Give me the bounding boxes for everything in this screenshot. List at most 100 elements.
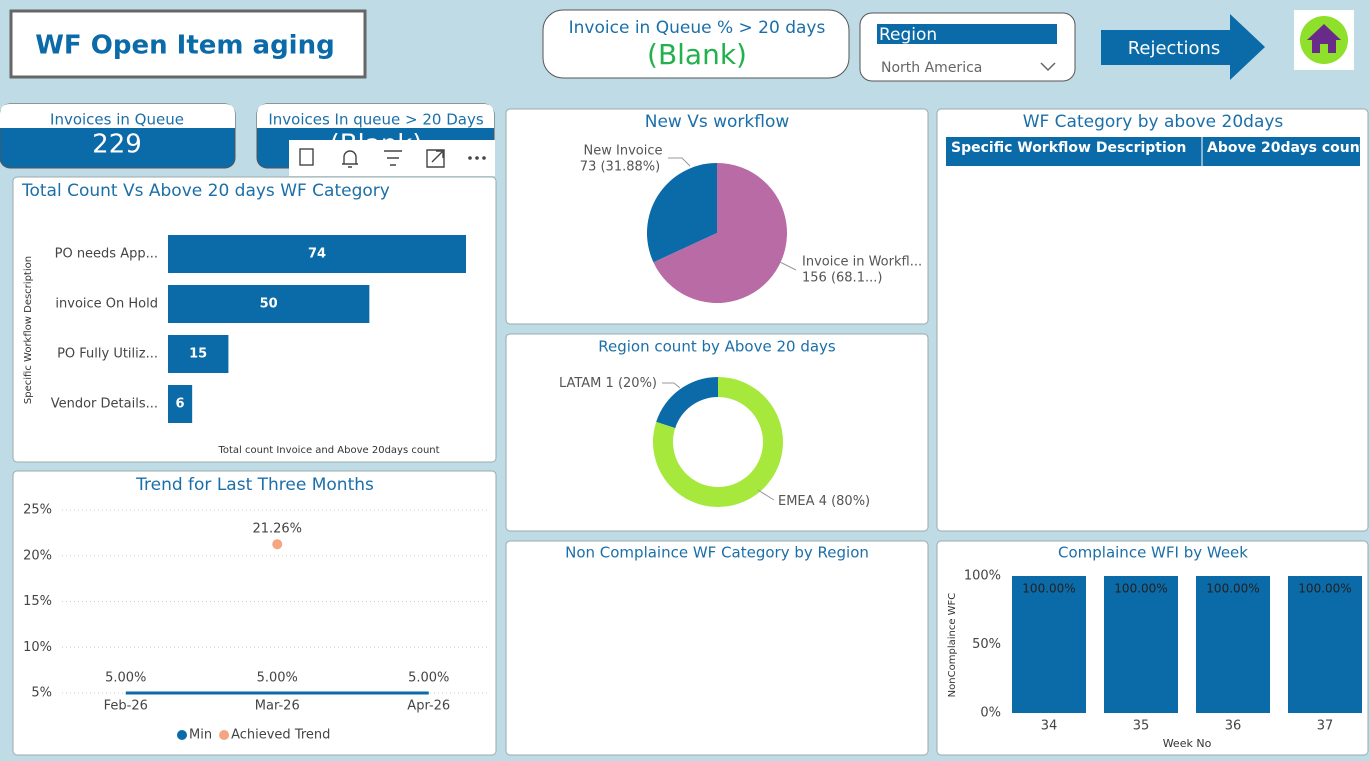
more-icon[interactable] xyxy=(475,156,479,160)
button-label[interactable]: Rejections xyxy=(1128,38,1221,59)
x-tick-label: 37 xyxy=(1317,719,1334,734)
data-label: 100.00% xyxy=(1022,582,1075,596)
card-title: Invoices In queue > 20 Days xyxy=(268,111,483,129)
y-axis-label: NonComplaince WFC xyxy=(947,593,958,698)
category-label: PO Fully Utiliz... xyxy=(57,347,158,362)
copy-icon[interactable] xyxy=(299,148,314,166)
panel xyxy=(12,470,497,756)
x-tick-label: Mar-26 xyxy=(255,699,300,714)
x-tick-label: 34 xyxy=(1041,719,1058,734)
slicer-value[interactable]: North America xyxy=(881,60,982,76)
more-icon[interactable] xyxy=(482,156,486,160)
legend-label: Min xyxy=(189,728,212,743)
bar xyxy=(168,385,193,423)
panel-title: Trend for Last Three Months xyxy=(135,475,374,495)
y-tick-label: 5% xyxy=(31,686,52,701)
column-header[interactable]: Specific Workflow Description xyxy=(951,140,1186,156)
x-axis-label: Week No xyxy=(1163,737,1212,750)
panel-title: Complaince WFI by Week xyxy=(1058,544,1248,562)
x-tick-label: 35 xyxy=(1133,719,1150,734)
leader-line xyxy=(662,382,681,389)
bar xyxy=(1104,576,1178,713)
alert-icon[interactable] xyxy=(342,150,358,168)
bar xyxy=(1288,576,1362,713)
x-tick-label: 36 xyxy=(1225,719,1242,734)
slice xyxy=(653,163,787,304)
leader-line xyxy=(757,489,775,501)
slice-label: EMEA 4 (80%) xyxy=(778,494,870,509)
slice-label: Invoice in Workfl... xyxy=(802,255,922,270)
y-axis-label: Specific Workflow Description xyxy=(23,256,34,404)
more-icon[interactable] xyxy=(468,156,472,160)
x-tick-label: Feb-26 xyxy=(104,699,148,714)
kpi-card xyxy=(542,9,850,79)
panel xyxy=(505,333,929,532)
data-label: 50 xyxy=(260,297,278,312)
data-label: 6 xyxy=(176,397,185,412)
data-label: 100.00% xyxy=(1298,582,1351,596)
leader-line xyxy=(668,157,691,167)
category: EMEA xyxy=(778,494,815,509)
panel xyxy=(505,540,929,756)
y-tick-label: 0% xyxy=(980,706,1001,721)
legend-marker xyxy=(177,730,187,740)
visual-toolbar xyxy=(289,140,495,176)
slice-label: LATAM 1 (20%) xyxy=(559,376,657,391)
home-icon xyxy=(1307,24,1341,53)
data-label: 5.00% xyxy=(105,671,146,686)
category-label: Vendor Details... xyxy=(51,397,158,412)
card-top xyxy=(257,104,494,128)
rejections-button[interactable] xyxy=(1101,14,1265,80)
slicer-label: Region xyxy=(879,25,937,45)
bar xyxy=(168,235,466,273)
legend-label: Achieved Trend xyxy=(231,728,330,743)
y-tick-label: 25% xyxy=(23,503,52,518)
y-tick-label: 50% xyxy=(972,637,1001,652)
data-label: 5.00% xyxy=(408,671,449,686)
panel-title: Total Count Vs Above 20 days WF Category xyxy=(21,181,390,201)
card-top xyxy=(0,104,235,128)
slice xyxy=(647,163,717,263)
y-tick-label: 10% xyxy=(23,640,52,655)
bar xyxy=(1196,576,1270,713)
slicer-header xyxy=(877,24,1057,44)
leader-line xyxy=(779,261,797,271)
title-box xyxy=(9,9,367,79)
data-label: 5.00% xyxy=(257,671,298,686)
data-label: 21.26% xyxy=(252,522,302,537)
panel-title: New Vs workflow xyxy=(645,112,790,132)
category-label: PO needs App... xyxy=(55,247,158,262)
bar xyxy=(168,285,370,323)
page-title: WF Open Item aging xyxy=(35,31,334,61)
chevron[interactable] xyxy=(1040,62,1056,72)
card-value: 229 xyxy=(92,130,142,160)
data-label: 74 xyxy=(308,247,326,262)
kpi-value: (Blank) xyxy=(647,38,747,71)
slice xyxy=(656,377,718,429)
data-label: 100.00% xyxy=(1114,582,1167,596)
bar xyxy=(1012,576,1086,713)
filter-icon[interactable] xyxy=(384,150,402,166)
x-tick-label: Apr-26 xyxy=(407,699,450,714)
point xyxy=(272,539,283,550)
category: LATAM xyxy=(559,376,601,391)
panel-title: Non Complaince WF Category by Region xyxy=(565,544,869,562)
panel-title: Region count by Above 20 days xyxy=(598,338,836,356)
legend-marker xyxy=(219,730,230,740)
slice-label: New Invoice xyxy=(584,144,663,159)
x-axis-label: Total count Invoice and Above 20days cou… xyxy=(217,445,439,456)
slice-value: 156 (68.1...) xyxy=(802,271,882,286)
card-title: Invoices in Queue xyxy=(50,111,184,129)
value: 4 (80%) xyxy=(819,494,870,509)
column-header[interactable]: Above 20days count xyxy=(1207,140,1367,156)
panel-title: WF Category by above 20days xyxy=(1023,112,1284,132)
table-header xyxy=(946,137,1360,166)
focus-icon[interactable] xyxy=(426,149,445,168)
kpi-title: Invoice in Queue % > 20 days xyxy=(569,18,826,38)
category-label: invoice On Hold xyxy=(55,297,158,312)
y-tick-label: 100% xyxy=(964,569,1001,584)
slice xyxy=(652,377,783,508)
home-door xyxy=(1320,44,1328,53)
panel xyxy=(936,108,1369,532)
